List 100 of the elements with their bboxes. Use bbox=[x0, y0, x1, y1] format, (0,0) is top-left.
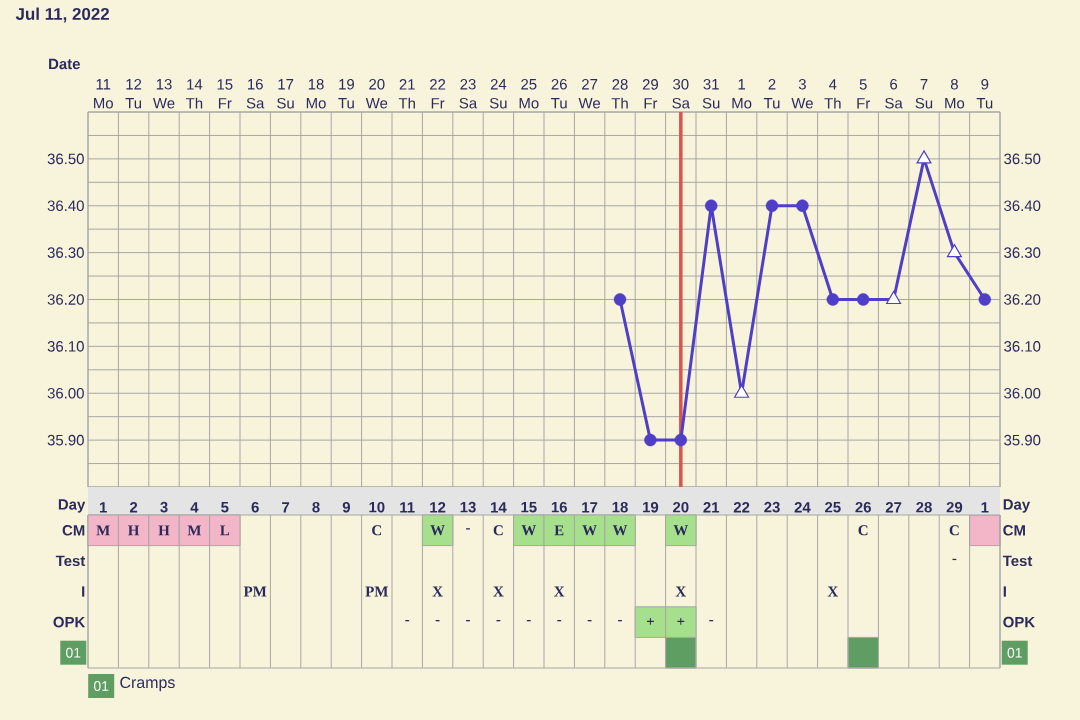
x-tick-label: 21 Th bbox=[398, 79, 415, 109]
text: - bbox=[496, 620, 501, 622]
y-tick-label: Test bbox=[1002, 555, 1033, 567]
x-tick-label: 12 bbox=[430, 502, 446, 513]
x-tick-label: 29 bbox=[946, 501, 963, 513]
text: X bbox=[493, 586, 504, 597]
x-tick-label: 28 Th bbox=[611, 79, 628, 109]
text: + bbox=[646, 617, 654, 625]
x-tick-label: 19 bbox=[643, 501, 659, 513]
x-tick-label: 6 bbox=[251, 501, 259, 513]
x-tick-label: 13 We bbox=[152, 78, 175, 109]
x-tick-label: 14 Th bbox=[186, 79, 203, 109]
x-tick-label: 15 Fr bbox=[217, 79, 233, 109]
text: E bbox=[554, 525, 564, 536]
x-axis-title: Date bbox=[49, 58, 80, 70]
text: - bbox=[405, 620, 410, 622]
text: PM bbox=[365, 586, 388, 597]
text: - bbox=[709, 620, 714, 622]
x-tick-label: 25 Mo bbox=[519, 78, 539, 109]
point bbox=[826, 293, 840, 306]
text: - bbox=[435, 620, 440, 622]
x-tick-label: 27 We bbox=[578, 78, 601, 109]
x-tick-label: 23 Sa bbox=[459, 78, 478, 109]
x-tick-label: 9 Tu bbox=[976, 78, 993, 109]
x-tick-label: 9 bbox=[342, 501, 350, 513]
text: X bbox=[675, 586, 687, 597]
x-tick-label: 5 Fr bbox=[857, 79, 871, 109]
text: M bbox=[187, 525, 202, 536]
point bbox=[644, 433, 657, 447]
y-tick-label: 35.90 bbox=[47, 434, 84, 446]
x-tick-label: 16 Sa bbox=[246, 78, 265, 109]
y-tick-label: 01 bbox=[1007, 647, 1022, 658]
x-tick-label: 4 Th bbox=[824, 79, 841, 109]
text: - bbox=[952, 558, 957, 561]
y-tick-label: 36.50 bbox=[47, 153, 84, 165]
text: - bbox=[526, 620, 531, 622]
x-tick-label: 28 bbox=[916, 501, 932, 513]
text: L bbox=[220, 525, 230, 536]
x-tick-label: 1 Mo bbox=[732, 79, 752, 109]
text: - bbox=[618, 620, 622, 622]
text: PM bbox=[243, 586, 267, 597]
point bbox=[674, 433, 688, 447]
point bbox=[886, 290, 902, 305]
text: - bbox=[466, 528, 470, 530]
x-tick-label: 17 bbox=[582, 502, 598, 513]
x-tick-label: 5 bbox=[221, 502, 229, 513]
x-tick-label: 18 bbox=[612, 501, 628, 513]
text: H bbox=[128, 525, 140, 536]
category-label: 01 bbox=[93, 681, 109, 691]
text: X bbox=[827, 586, 839, 597]
point bbox=[978, 293, 992, 306]
chart-title: Jul 11, 2022 bbox=[15, 7, 109, 23]
y-tick-label: OPK bbox=[1003, 616, 1035, 628]
text: X bbox=[432, 586, 443, 597]
x-tick-label: 20 bbox=[673, 501, 689, 513]
x-tick-label: 13 bbox=[460, 501, 476, 513]
text: - bbox=[466, 620, 470, 622]
x-tick-label: 19 Tu bbox=[338, 78, 354, 109]
x-tick-label: 16 bbox=[551, 501, 567, 513]
x-tick-label: 30 Sa bbox=[672, 78, 690, 109]
text: W bbox=[521, 525, 537, 536]
x-tick-label: 12 Tu bbox=[125, 78, 142, 109]
x-tick-label: 10 bbox=[369, 501, 385, 513]
text: C bbox=[493, 525, 503, 536]
x-tick-label: 22 Fr bbox=[430, 79, 446, 109]
point bbox=[705, 199, 718, 212]
y-tick-label: I bbox=[1003, 586, 1006, 597]
x-tick-label: 6 Sa bbox=[885, 78, 903, 109]
text: W bbox=[673, 525, 689, 536]
x-tick-label: 8 Mo bbox=[945, 78, 965, 109]
point bbox=[916, 150, 932, 164]
x-tick-label: 17 Su bbox=[277, 79, 294, 109]
x-axis-title: Day bbox=[58, 499, 86, 513]
x-tick-label: 2 bbox=[129, 502, 138, 513]
text: + bbox=[677, 617, 685, 625]
text: W bbox=[612, 525, 628, 536]
x-tick-label: 27 bbox=[885, 502, 902, 513]
x-tick-label: 11 bbox=[400, 502, 415, 513]
x-tick-label: 31 Su bbox=[702, 78, 720, 109]
point bbox=[946, 244, 962, 258]
x-tick-label: 3 We bbox=[791, 78, 813, 109]
point bbox=[857, 293, 870, 306]
x-tick-label: 24 Su bbox=[489, 78, 507, 109]
x-tick-label: 7 Su bbox=[915, 79, 933, 109]
text: M bbox=[96, 525, 110, 536]
x-tick-label: 1 bbox=[99, 502, 107, 513]
x-tick-label: 18 Mo bbox=[306, 78, 326, 109]
point bbox=[765, 199, 779, 212]
x-tick-label: 29 Fr bbox=[642, 79, 658, 109]
y-tick-label: CM bbox=[1003, 525, 1025, 536]
x-tick-label: 4 bbox=[190, 502, 199, 513]
y-tick-label: 36.40 bbox=[47, 200, 84, 212]
point bbox=[613, 293, 627, 306]
y-tick-label: 36.30 bbox=[47, 247, 84, 258]
text: - bbox=[557, 620, 562, 622]
x-tick-label: 23 bbox=[764, 501, 780, 513]
x-tick-label: 21 bbox=[703, 502, 720, 513]
y-tick-label: 36.00 bbox=[47, 387, 84, 399]
x-tick-label: 15 bbox=[521, 502, 537, 513]
x-tick-label: 3 bbox=[160, 501, 168, 513]
